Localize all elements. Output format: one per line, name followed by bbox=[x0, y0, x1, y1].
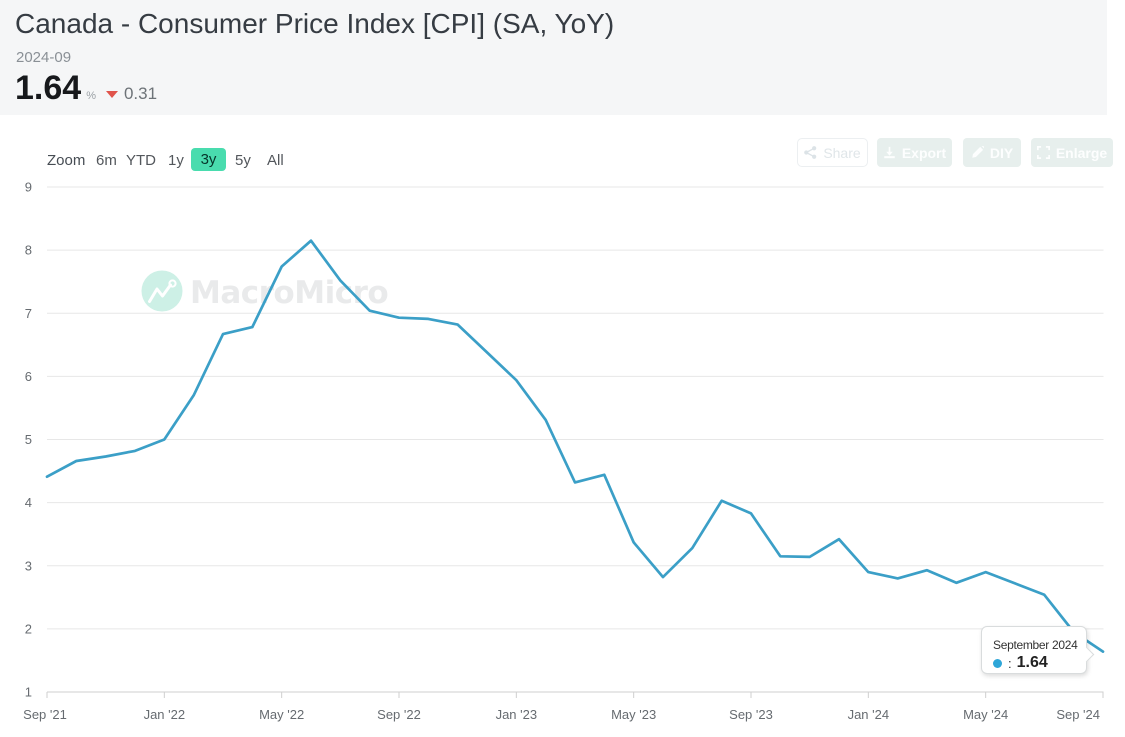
delta-value: 0.31 bbox=[123, 84, 158, 103]
tooltip-value: 1.64 bbox=[1016, 654, 1048, 671]
y-axis-label-5: 5 bbox=[25, 432, 32, 447]
chart-tooltip: September 2024 : 1.64 bbox=[981, 626, 1094, 674]
enlarge-button-label: Enlarge bbox=[1055, 144, 1108, 161]
zoom-label: Zoom bbox=[47, 152, 86, 169]
diy-button[interactable]: DIY bbox=[963, 138, 1021, 167]
x-axis-label-3: Sep '22 bbox=[377, 707, 421, 722]
y-axis-label-7: 7 bbox=[25, 306, 32, 321]
enlarge-button[interactable]: Enlarge bbox=[1031, 138, 1113, 167]
x-axis-label-0: Sep '21 bbox=[23, 707, 67, 722]
latest-value-row: 1.64 % 0.31 bbox=[15, 68, 157, 108]
x-axis-label-8: May '24 bbox=[963, 707, 1008, 722]
tooltip-value-row: : 1.64 bbox=[993, 654, 1086, 672]
series-dot-icon bbox=[993, 658, 1002, 668]
gridlines bbox=[47, 186, 1104, 693]
range-all[interactable]: All bbox=[267, 152, 284, 169]
download-icon bbox=[883, 146, 896, 159]
latest-date: 2024-09 bbox=[16, 49, 72, 66]
tooltip-title: September 2024 bbox=[993, 638, 1078, 652]
export-button[interactable]: Export bbox=[877, 138, 952, 167]
y-axis-label-8: 8 bbox=[25, 243, 32, 258]
range-3y-selected[interactable]: 3y bbox=[191, 148, 226, 171]
tooltip-separator: : bbox=[1008, 655, 1012, 671]
delta-down-icon bbox=[105, 90, 118, 98]
share-icon bbox=[804, 146, 817, 159]
x-axis-label-5: May '23 bbox=[611, 707, 656, 722]
enlarge-icon bbox=[1036, 146, 1050, 159]
range-1y[interactable]: 1y bbox=[168, 152, 184, 169]
x-axis-label-2: May '22 bbox=[259, 707, 304, 722]
watermark: MacroMicro bbox=[141, 270, 389, 312]
x-axis-label-9: Sep '24 bbox=[1056, 707, 1100, 722]
pencil-icon bbox=[971, 146, 984, 159]
x-axis-label-4: Jan '23 bbox=[496, 707, 538, 722]
share-button-label: Share bbox=[823, 144, 861, 161]
y-axis-label-6: 6 bbox=[25, 369, 32, 384]
page-title: Canada - Consumer Price Index [CPI] (SA,… bbox=[15, 8, 615, 39]
watermark-text: MacroMicro bbox=[190, 275, 388, 311]
range-5y[interactable]: 5y bbox=[235, 152, 251, 169]
y-axis-label-9: 9 bbox=[25, 180, 32, 195]
range-ytd[interactable]: YTD bbox=[126, 152, 156, 169]
logo-zigzag-icon bbox=[148, 283, 172, 303]
chart-header: Canada - Consumer Price Index [CPI] (SA,… bbox=[0, 0, 1107, 115]
unit-label: % bbox=[86, 90, 96, 102]
share-button[interactable]: Share bbox=[797, 138, 868, 167]
macromicro-logo-icon bbox=[141, 270, 183, 312]
axes: 1 2 3 4 5 6 7 8 9 Sep '21 Jan '22 May '22 Sep '22 Jan… bbox=[23, 180, 1104, 722]
y-axis-label-4: 4 bbox=[25, 495, 32, 510]
range-6m[interactable]: 6m bbox=[96, 152, 117, 169]
diy-button-label: DIY bbox=[989, 144, 1014, 161]
y-axis-label-3: 3 bbox=[25, 558, 32, 573]
cpi-line-series[interactable] bbox=[45, 239, 1105, 653]
x-axis-label-6: Sep '23 bbox=[729, 707, 773, 722]
x-axis-label-7: Jan '24 bbox=[848, 707, 890, 722]
y-axis-label-1: 1 bbox=[25, 685, 32, 700]
y-axis-label-2: 2 bbox=[25, 621, 32, 636]
x-axis-label-1: Jan '22 bbox=[144, 707, 186, 722]
logo-ring-icon bbox=[168, 279, 177, 288]
latest-value: 1.64 bbox=[15, 69, 82, 107]
export-button-label: Export bbox=[901, 144, 947, 161]
